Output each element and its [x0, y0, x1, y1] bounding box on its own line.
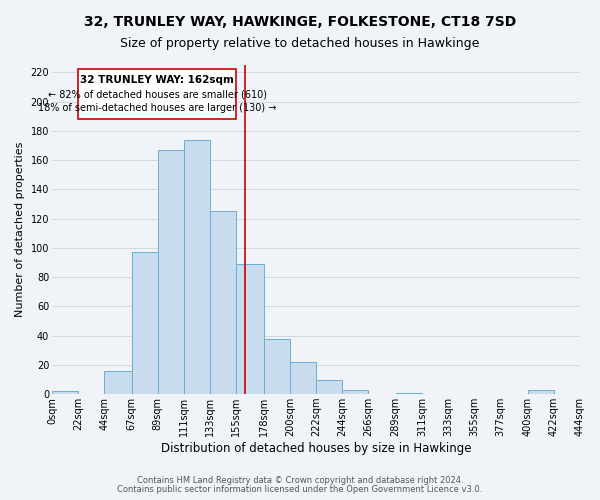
- Text: ← 82% of detached houses are smaller (610): ← 82% of detached houses are smaller (61…: [48, 90, 267, 100]
- Bar: [131, 252, 158, 394]
- Text: Contains public sector information licensed under the Open Government Licence v3: Contains public sector information licen…: [118, 485, 482, 494]
- Bar: [342, 390, 368, 394]
- Bar: [527, 390, 554, 394]
- Bar: [395, 392, 422, 394]
- Bar: [184, 140, 210, 394]
- Bar: [316, 380, 342, 394]
- Bar: [290, 362, 316, 394]
- Y-axis label: Number of detached properties: Number of detached properties: [15, 142, 25, 318]
- Text: Contains HM Land Registry data © Crown copyright and database right 2024.: Contains HM Land Registry data © Crown c…: [137, 476, 463, 485]
- Bar: [104, 371, 131, 394]
- Bar: [52, 391, 78, 394]
- Text: 32, TRUNLEY WAY, HAWKINGE, FOLKESTONE, CT18 7SD: 32, TRUNLEY WAY, HAWKINGE, FOLKESTONE, C…: [84, 15, 516, 29]
- Bar: [158, 150, 184, 394]
- Bar: [210, 212, 236, 394]
- X-axis label: Distribution of detached houses by size in Hawkinge: Distribution of detached houses by size …: [161, 442, 471, 455]
- Text: 18% of semi-detached houses are larger (130) →: 18% of semi-detached houses are larger (…: [38, 103, 277, 113]
- Bar: [236, 264, 263, 394]
- Text: Size of property relative to detached houses in Hawkinge: Size of property relative to detached ho…: [121, 38, 479, 51]
- Text: 32 TRUNLEY WAY: 162sqm: 32 TRUNLEY WAY: 162sqm: [80, 76, 234, 86]
- Bar: [263, 338, 290, 394]
- FancyBboxPatch shape: [78, 70, 236, 119]
